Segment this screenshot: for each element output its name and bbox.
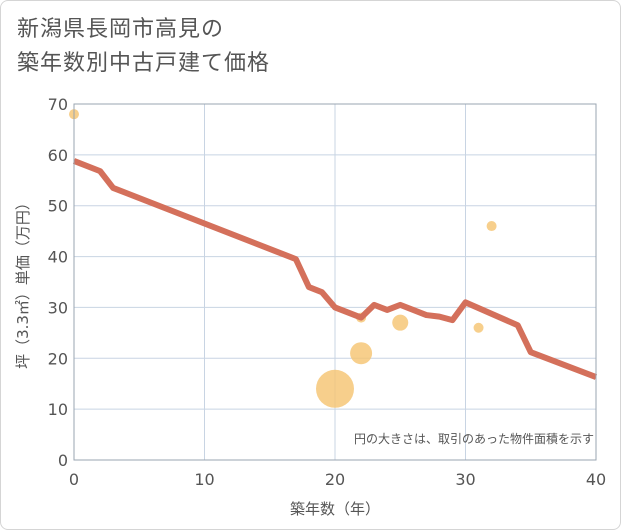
y-tick-label: 30 [48, 298, 68, 317]
y-tick-label: 50 [48, 197, 68, 216]
chart-title: 新潟県長岡市高見の 築年数別中古戸建て価格 [17, 13, 270, 81]
y-tick-label: 40 [48, 248, 68, 267]
y-tick-label: 10 [48, 400, 68, 419]
chart-title-line-1: 新潟県長岡市高見の [17, 17, 225, 42]
trend-line [72, 158, 598, 380]
x-axis-label: 築年数（年） [290, 500, 380, 518]
x-tick-label: 0 [69, 470, 79, 489]
bubble-point [350, 342, 373, 365]
bubbles-layer [69, 109, 497, 408]
bubble-size-note: 円の大きさは、取引のあった物件面積を示す [354, 431, 594, 446]
tick-labels: 0 10 20 30 40 0 10 20 30 40 50 60 70 [48, 95, 607, 489]
bubble-point [486, 221, 497, 232]
y-axis-label: 坪（3.3㎡）単価（万円） [14, 195, 32, 369]
x-tick-label: 10 [194, 470, 214, 489]
y-tick-label: 70 [48, 95, 68, 114]
y-tick-label: 0 [58, 451, 68, 470]
bubble-point [392, 314, 409, 331]
plot-border [73, 103, 597, 461]
x-tick-label: 20 [325, 470, 345, 489]
x-tick-label: 30 [455, 470, 475, 489]
bubble-point [316, 369, 354, 408]
y-tick-label: 60 [48, 146, 68, 165]
y-tick-label: 20 [48, 349, 68, 368]
x-tick-label: 40 [586, 470, 606, 489]
chart-title-line-2: 築年数別中古戸建て価格 [17, 51, 271, 76]
bubble-point [473, 322, 484, 333]
